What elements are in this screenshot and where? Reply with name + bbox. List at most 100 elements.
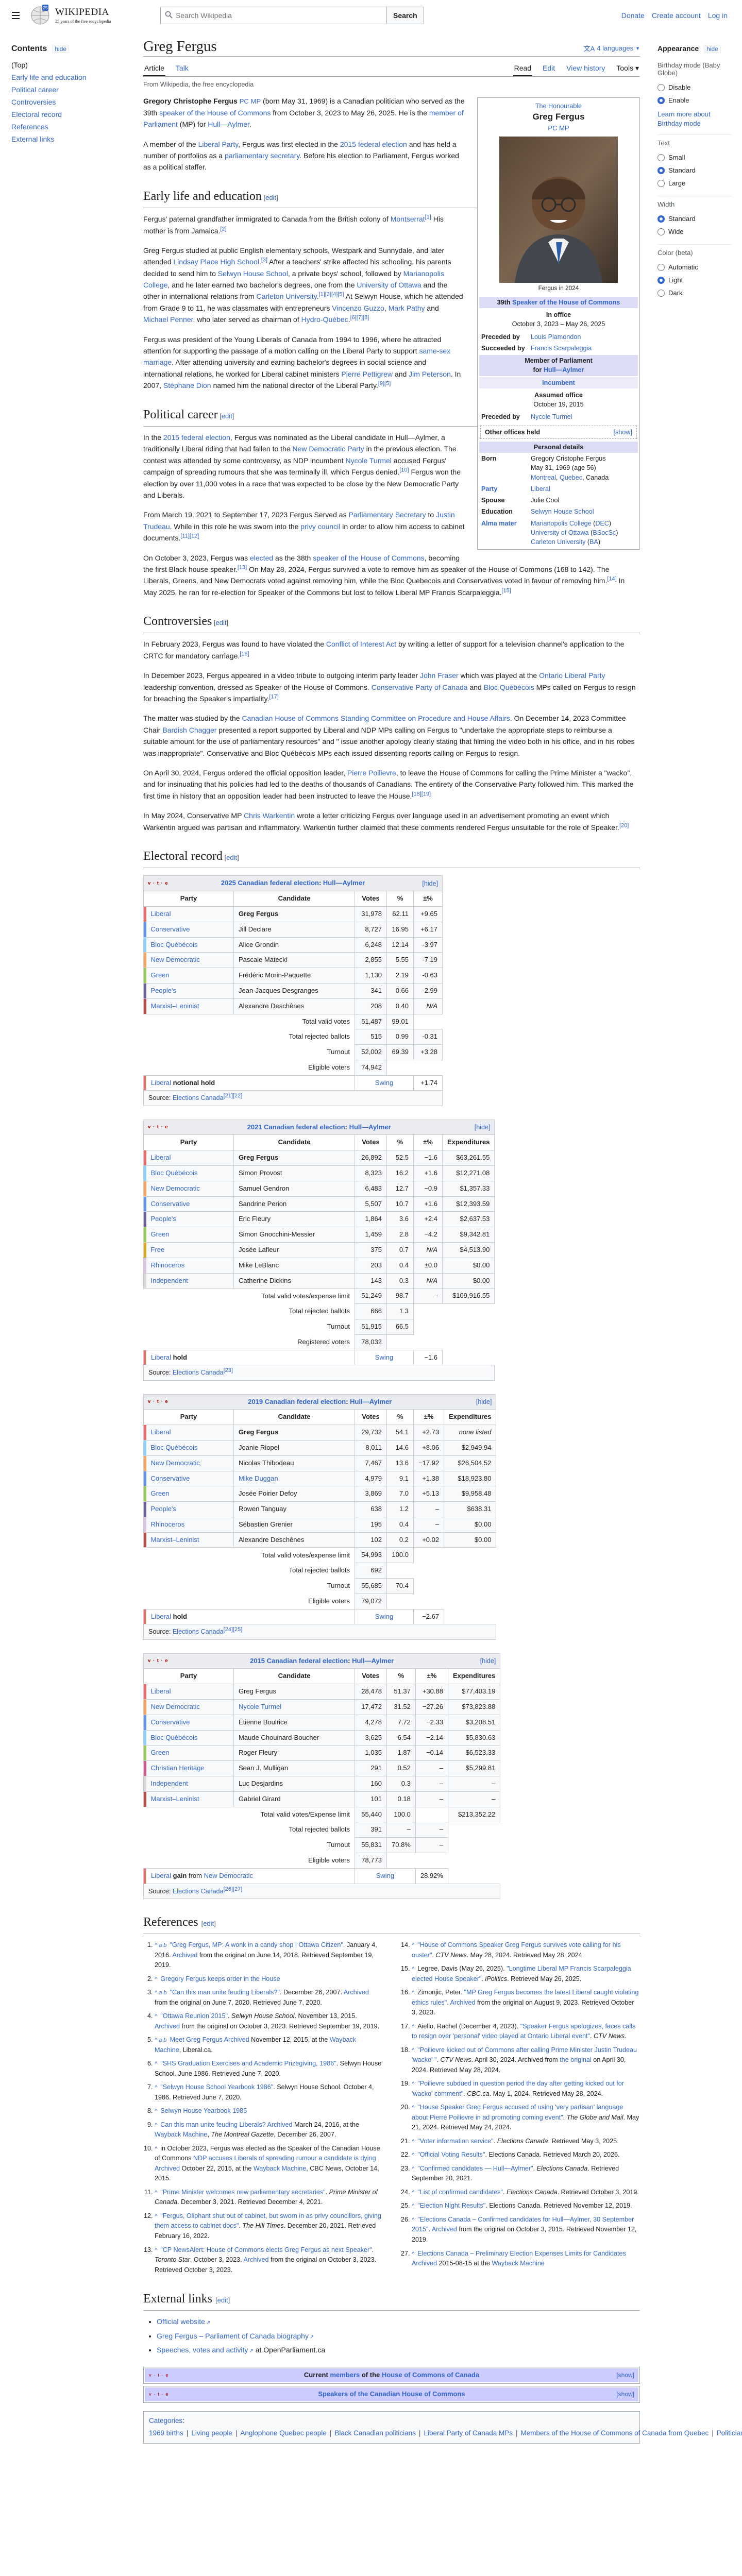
link[interactable]: DEC (595, 519, 609, 527)
party-link[interactable]: Independent (150, 1276, 188, 1284)
party-link[interactable]: New Democratic (150, 1703, 200, 1710)
swing-link[interactable]: Swing (355, 1075, 414, 1091)
link[interactable]: "Fergus, Oliphant shut out of cabinet, b… (155, 2212, 381, 2230)
link[interactable]: New Democratic Party (292, 445, 364, 453)
radio-icon[interactable] (657, 263, 665, 271)
party-link[interactable]: Marxist–Leninist (150, 1002, 199, 1010)
link[interactable]: "Selwyn House School Yearbook 1986" (160, 2083, 274, 2091)
link[interactable]: Conflict of Interest Act (326, 640, 397, 649)
link[interactable]: Ontario Liberal Party (539, 671, 605, 680)
search-box[interactable] (160, 7, 387, 24)
link[interactable]: same-sex marriage (143, 347, 451, 367)
backlink[interactable]: ^ (412, 1942, 416, 1949)
citation-ref[interactable]: [15] (501, 587, 511, 594)
link[interactable]: New Democratic (204, 1871, 253, 1879)
election-link[interactable]: 2019 Canadian federal election (248, 1397, 346, 1405)
party-link[interactable]: Green (150, 1489, 170, 1498)
backlink[interactable]: ^ (155, 2108, 159, 2115)
party-link[interactable]: People's (150, 1505, 176, 1513)
candidate-name[interactable]: Mike Duggan (239, 1474, 278, 1482)
appearance-hide-button[interactable]: hide (704, 45, 721, 53)
edit-link[interactable]: edit (217, 2296, 228, 2304)
link[interactable]: Elections Canada (172, 1369, 224, 1377)
radio-option-enable[interactable]: Enable (657, 94, 733, 107)
backlink[interactable]: ^ (412, 2138, 416, 2145)
riding-link[interactable]: Hull—Aylmer (323, 879, 365, 887)
link[interactable]: 2015 federal election (163, 433, 230, 442)
link[interactable]: University of Ottawa (531, 529, 589, 536)
link[interactable]: Francis Scarpaleggia (531, 344, 592, 352)
radio-icon[interactable] (657, 179, 665, 187)
citation-ref[interactable]: [1][3][4][5] (318, 291, 344, 298)
link[interactable]: Louis Plamondon (531, 333, 581, 341)
party-link[interactable]: Independent (150, 1779, 188, 1787)
radio-icon[interactable] (657, 289, 665, 297)
citation-ref[interactable]: [17] (269, 693, 279, 700)
header-link-log-in[interactable]: Log in (707, 11, 728, 20)
party-link[interactable]: Liberal (150, 1428, 171, 1436)
link[interactable]: Liberal (531, 485, 550, 493)
category-link[interactable]: Liberal Party of Canada MPs (424, 2429, 513, 2437)
backlink[interactable]: ^ (412, 2189, 416, 2196)
citation-ref[interactable]: [1] (425, 214, 431, 221)
link[interactable]: Liberal Party (198, 140, 239, 148)
citation-ref[interactable]: [6][7][8] (350, 314, 369, 321)
link[interactable]: Archived (450, 1998, 476, 2006)
link[interactable]: Speaker of the House of Commons (512, 298, 620, 306)
link[interactable]: Pierre Poilievre (347, 768, 396, 777)
party-link[interactable]: Marxist–Leninist (150, 1535, 199, 1544)
citation-ref[interactable]: [11][12] (180, 533, 199, 539)
toc-item-external-links[interactable]: External links (11, 135, 55, 143)
category-link[interactable]: Black Canadian politicians (334, 2429, 416, 2437)
party-link[interactable]: Conservative (150, 925, 190, 933)
learn-more-link[interactable]: Learn more about Birthday mode (657, 110, 711, 128)
link[interactable]: "Longtime Liberal MP Francis Scarpaleggi… (412, 1965, 631, 1982)
link[interactable]: Greg Fergus – Parliament of Canada biogr… (157, 2331, 309, 2340)
link[interactable]: Elections Canada (172, 1628, 224, 1636)
link[interactable]: Lindsay Place High School (173, 258, 259, 266)
citation-ref[interactable]: [26][27] (223, 1886, 243, 1892)
party-link[interactable]: Conservative (150, 1199, 190, 1208)
link[interactable]: Wayback Machine (155, 2131, 208, 2139)
riding-link[interactable]: Hull—Aylmer (349, 1123, 391, 1131)
tab-tools[interactable]: Tools ▾ (616, 64, 639, 72)
backlink[interactable]: ^ (412, 2250, 416, 2257)
election-link[interactable]: 2015 Canadian federal election (250, 1656, 348, 1665)
link[interactable]: Vincenzo Guzzo (332, 303, 384, 312)
link[interactable]: Nycole Turmel (345, 456, 392, 465)
link[interactable]: the original (560, 2056, 592, 2064)
toc-item-top[interactable]: (Top) (11, 61, 28, 69)
link[interactable]: "Ottawa Reunion 2015" (160, 2012, 228, 2020)
tab-article[interactable]: Article (143, 61, 165, 76)
radio-selected-icon[interactable] (657, 215, 665, 223)
backlink[interactable]: ^ a b (155, 1942, 168, 1949)
backlink[interactable]: ^ (155, 1976, 159, 1982)
radio-option-large[interactable]: Large (657, 177, 733, 190)
link[interactable]: Elections Canada (172, 1094, 224, 1102)
link[interactable]: privy council (300, 522, 341, 531)
link[interactable]: Carleton University (531, 538, 586, 546)
link[interactable]: "Voter information service" (417, 2137, 494, 2145)
radio-icon[interactable] (657, 154, 665, 161)
link[interactable]: Hull—Aylmer (208, 120, 249, 129)
link[interactable]: Elections Canada (172, 1887, 224, 1895)
link[interactable]: NDP accuses Liberals of spreading rumour… (193, 2155, 376, 2162)
backlink[interactable]: ^ (412, 2216, 416, 2223)
vte-links[interactable]: v · t · e (148, 1399, 168, 1405)
toc-item-controversies[interactable]: Controversies (11, 98, 56, 106)
link[interactable]: Bardish Chagger (162, 725, 217, 734)
link[interactable]: elected (250, 553, 274, 562)
hide-toggle[interactable]: [hide] (476, 1398, 492, 1405)
category-link[interactable]: 1969 births (149, 2429, 183, 2437)
link[interactable]: Elections Canada – Preliminary Election … (417, 2249, 626, 2257)
link[interactable]: 2015 federal election (340, 140, 407, 148)
hide-toggle[interactable]: [hide] (480, 1657, 496, 1665)
election-link[interactable]: 2021 Canadian federal election (247, 1123, 345, 1131)
link[interactable]: Pierre Pettigrew (341, 369, 393, 378)
link[interactable]: Official website (157, 2317, 205, 2326)
party-link[interactable]: New Democratic (150, 1459, 200, 1467)
main-menu-icon[interactable] (7, 7, 25, 24)
link[interactable]: "List of confirmed candidates" (417, 2188, 503, 2196)
link[interactable]: Marianopolis College (531, 519, 592, 527)
radio-option-wide[interactable]: Wide (657, 225, 733, 238)
